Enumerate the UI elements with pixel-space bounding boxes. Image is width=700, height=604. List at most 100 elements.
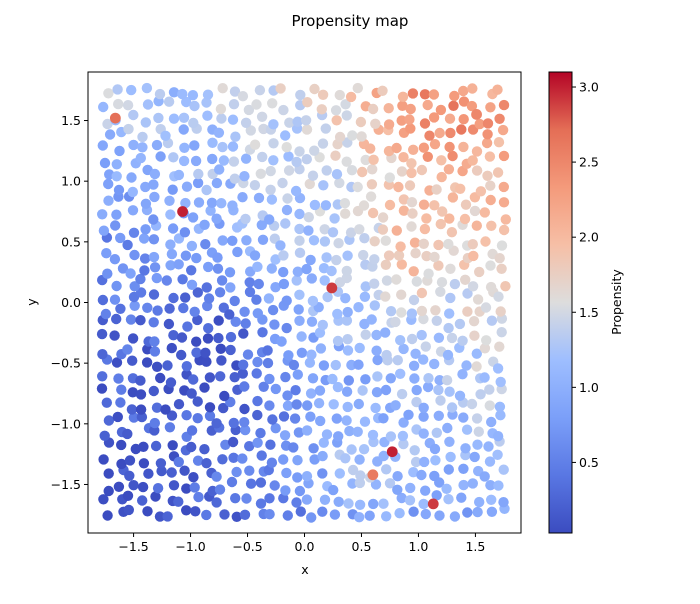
scatter-point (471, 220, 482, 231)
scatter-point (393, 250, 405, 261)
scatter-point (384, 199, 396, 211)
scatter-point (96, 383, 108, 394)
scatter-point (485, 281, 497, 293)
scatter-point (418, 199, 430, 210)
scatter-point (100, 308, 112, 320)
scatter-point (253, 278, 264, 290)
scatter-point (231, 466, 242, 478)
scatter-point (369, 254, 380, 265)
scatter-point (102, 118, 113, 130)
scatter-point (139, 253, 151, 264)
scatter-point (458, 85, 469, 97)
scatter-point (454, 318, 466, 330)
scatter-point (410, 248, 421, 259)
scatter-point (173, 399, 185, 410)
scatter-point (211, 471, 222, 482)
scatter-point (396, 115, 407, 126)
scatter-point (152, 305, 163, 316)
scatter-point (227, 436, 239, 448)
scatter-point (293, 304, 304, 315)
scatter-point (244, 286, 256, 298)
scatter-point (101, 248, 112, 259)
scatter-point (330, 359, 341, 371)
scatter-point (420, 508, 431, 520)
scatter-point (99, 157, 111, 169)
scatter-point (281, 295, 292, 306)
scatter-point (160, 130, 171, 141)
scatter-point (141, 82, 153, 94)
scatter-point (353, 302, 364, 313)
scatter-point (201, 97, 212, 108)
scatter-point (251, 368, 262, 379)
scatter-point (294, 223, 305, 235)
scatter-point (215, 103, 227, 115)
scatter-point (306, 273, 317, 284)
scatter-point (98, 225, 110, 236)
scatter-point (204, 402, 216, 413)
scatter-point (211, 497, 222, 508)
scatter-point (249, 250, 261, 261)
scatter-point (278, 250, 289, 261)
scatter-point (420, 485, 431, 496)
scatter-point (433, 260, 444, 271)
scatter-point (238, 359, 249, 370)
scatter-point-high (367, 469, 379, 481)
scatter-point (447, 192, 459, 203)
scatter-point (441, 375, 453, 386)
scatter-point (296, 347, 308, 358)
scatter-point (255, 168, 266, 179)
scatter-point (358, 444, 370, 455)
scatter-point (378, 498, 389, 509)
scatter-point (284, 117, 295, 128)
scatter-point (420, 341, 431, 352)
scatter-point (444, 436, 455, 447)
scatter-point (480, 236, 491, 247)
scatter-point (396, 307, 407, 318)
scatter-point (296, 331, 307, 342)
scatter-point (214, 287, 226, 298)
scatter-point (353, 398, 364, 410)
scatter-point (369, 300, 380, 311)
scatter-point (419, 456, 430, 468)
scatter-point (168, 330, 179, 341)
scatter-point (408, 360, 420, 371)
scatter-point (257, 327, 268, 338)
scatter-point (156, 465, 167, 477)
scatter-point (408, 144, 419, 155)
scatter-point (406, 197, 418, 208)
scatter-points (96, 82, 511, 523)
scatter-point (148, 179, 159, 190)
scatter-point (391, 225, 402, 236)
scatter-point (154, 88, 166, 100)
scatter-point (161, 275, 172, 286)
scatter-point (317, 468, 328, 479)
scatter-point (467, 239, 478, 250)
scatter-point (429, 443, 441, 455)
scatter-point (291, 156, 302, 168)
scatter-point (148, 385, 159, 397)
scatter-point (212, 252, 223, 263)
scatter-point (446, 227, 458, 238)
scatter-point (486, 494, 497, 505)
scatter-point (431, 315, 442, 326)
scatter-point (404, 495, 416, 506)
scatter-point (290, 185, 302, 197)
scatter-point (341, 110, 352, 121)
scatter-point (181, 410, 192, 421)
scatter-point (98, 494, 109, 505)
scatter-point (381, 275, 393, 286)
scatter-point (276, 336, 287, 347)
scatter-point (377, 212, 389, 223)
scatter-point (444, 386, 455, 397)
scatter-point (217, 454, 228, 465)
scatter-point (409, 237, 421, 248)
scatter-point (193, 197, 205, 208)
scatter-point (165, 239, 176, 250)
scatter-point (435, 104, 447, 116)
scatter-point (305, 411, 316, 422)
scatter-point (458, 141, 469, 153)
scatter-point (268, 155, 279, 166)
scatter-point (306, 512, 317, 523)
scatter-point (155, 151, 166, 162)
scatter-point (178, 155, 190, 167)
